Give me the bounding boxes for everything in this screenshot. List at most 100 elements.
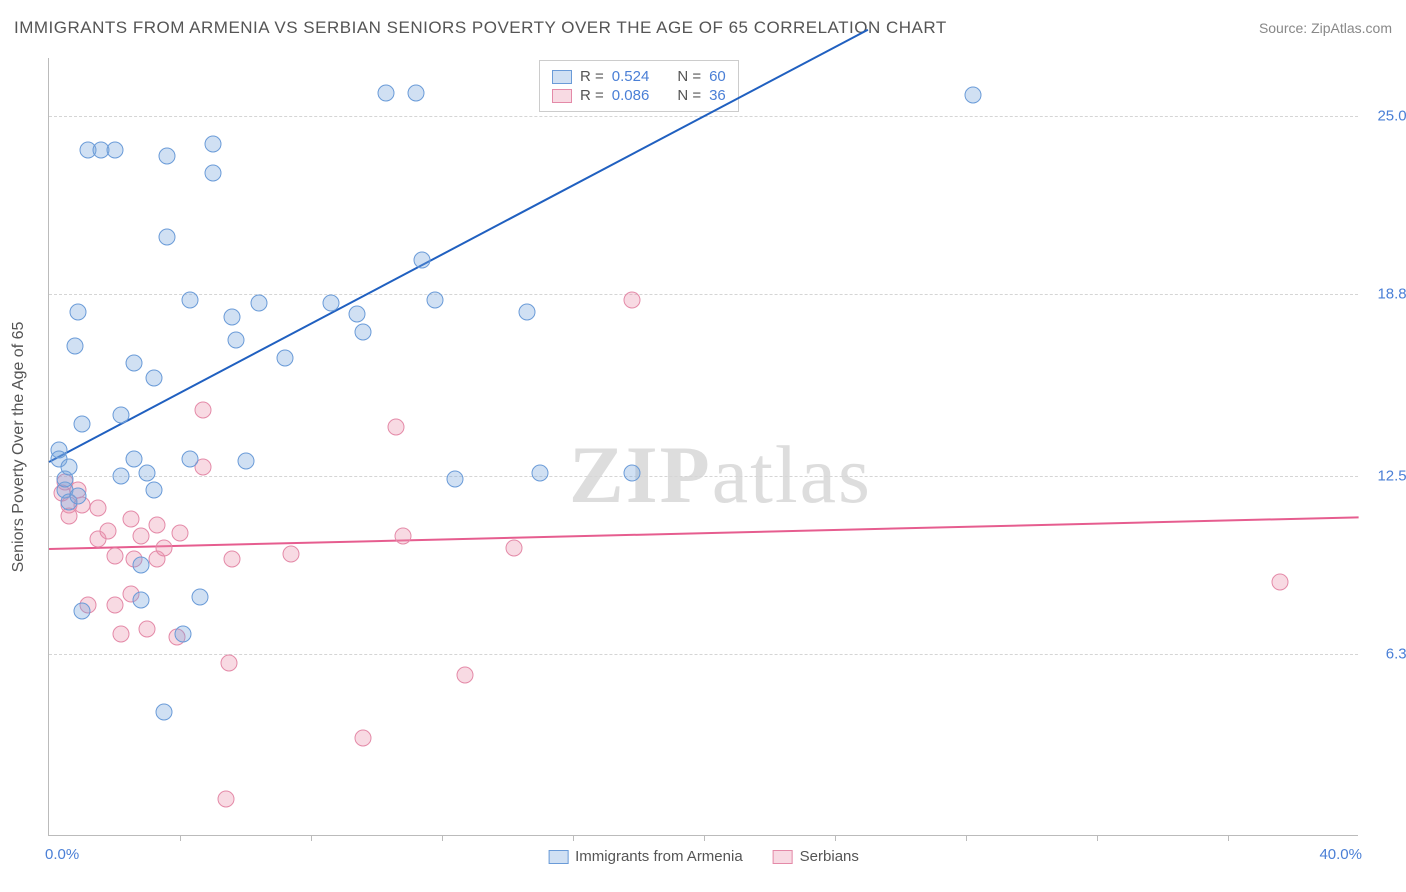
data-point <box>191 588 208 605</box>
data-point <box>348 306 365 323</box>
data-point <box>99 522 116 539</box>
data-point <box>113 467 130 484</box>
data-point <box>155 539 172 556</box>
y-tick-label: 6.3% <box>1365 646 1406 663</box>
r-label: R = <box>580 68 604 85</box>
data-point <box>139 464 156 481</box>
legend-swatch <box>552 70 572 84</box>
legend-swatch <box>773 850 793 864</box>
x-tick-mark <box>442 835 443 841</box>
data-point <box>414 251 431 268</box>
legend-swatch <box>552 89 572 103</box>
data-point <box>355 730 372 747</box>
x-tick-mark <box>1097 835 1098 841</box>
data-point <box>158 228 175 245</box>
n-value: 36 <box>709 87 726 104</box>
data-point <box>90 499 107 516</box>
data-point <box>126 355 143 372</box>
data-point <box>175 626 192 643</box>
trend-line <box>49 516 1359 550</box>
data-point <box>394 528 411 545</box>
legend-series-name: Serbians <box>800 848 859 865</box>
data-point <box>113 626 130 643</box>
data-point <box>73 415 90 432</box>
x-tick-mark <box>966 835 967 841</box>
data-point <box>322 294 339 311</box>
x-tick-mark <box>311 835 312 841</box>
r-value: 0.524 <box>612 68 650 85</box>
scatter-plot-area: Seniors Poverty Over the Age of 65 ZIPat… <box>48 58 1358 836</box>
source-label: Source: ZipAtlas.com <box>1259 20 1392 36</box>
x-axis-min-label: 0.0% <box>45 846 79 863</box>
data-point <box>532 464 549 481</box>
x-tick-mark <box>835 835 836 841</box>
legend-stats-row: R = 0.086N = 36 <box>552 87 726 104</box>
data-point <box>181 450 198 467</box>
data-point <box>224 309 241 326</box>
data-point <box>132 591 149 608</box>
data-point <box>250 294 267 311</box>
n-label: N = <box>677 68 701 85</box>
trend-line <box>49 29 869 463</box>
data-point <box>506 539 523 556</box>
data-point <box>378 84 395 101</box>
data-point <box>217 790 234 807</box>
legend-series-item: Serbians <box>773 848 859 865</box>
data-point <box>388 418 405 435</box>
data-point <box>283 545 300 562</box>
data-point <box>221 655 238 672</box>
data-point <box>204 165 221 182</box>
data-point <box>276 349 293 366</box>
legend-series-name: Immigrants from Armenia <box>575 848 743 865</box>
data-point <box>623 464 640 481</box>
n-label: N = <box>677 87 701 104</box>
data-point <box>132 528 149 545</box>
chart-title: IMMIGRANTS FROM ARMENIA VS SERBIAN SENIO… <box>14 18 947 38</box>
data-point <box>172 525 189 542</box>
y-tick-label: 18.8% <box>1365 286 1406 303</box>
data-point <box>447 470 464 487</box>
y-axis-title: Seniors Poverty Over the Age of 65 <box>10 321 28 572</box>
data-point <box>145 482 162 499</box>
data-point <box>519 303 536 320</box>
data-point <box>67 338 84 355</box>
n-value: 60 <box>709 68 726 85</box>
data-point <box>106 142 123 159</box>
r-label: R = <box>580 87 604 104</box>
data-point <box>964 87 981 104</box>
data-point <box>106 548 123 565</box>
y-tick-label: 25.0% <box>1365 107 1406 124</box>
x-tick-mark <box>1228 835 1229 841</box>
y-tick-label: 12.5% <box>1365 467 1406 484</box>
gridline-h <box>49 654 1358 655</box>
data-point <box>126 450 143 467</box>
data-point <box>70 487 87 504</box>
data-point <box>73 603 90 620</box>
data-point <box>132 557 149 574</box>
data-point <box>456 666 473 683</box>
data-point <box>106 597 123 614</box>
data-point <box>70 303 87 320</box>
data-point <box>427 292 444 309</box>
x-tick-mark <box>573 835 574 841</box>
x-tick-mark <box>704 835 705 841</box>
gridline-h <box>49 294 1358 295</box>
data-point <box>158 147 175 164</box>
data-point <box>113 407 130 424</box>
data-point <box>355 323 372 340</box>
data-point <box>224 551 241 568</box>
correlation-legend: R = 0.524 N = 60 R = 0.086N = 36 <box>539 60 739 112</box>
header-bar: IMMIGRANTS FROM ARMENIA VS SERBIAN SENIO… <box>14 18 1392 38</box>
data-point <box>237 453 254 470</box>
data-point <box>227 332 244 349</box>
data-point <box>204 136 221 153</box>
gridline-h <box>49 476 1358 477</box>
data-point <box>194 401 211 418</box>
data-point <box>623 292 640 309</box>
legend-swatch <box>548 850 568 864</box>
data-point <box>181 292 198 309</box>
legend-series-item: Immigrants from Armenia <box>548 848 743 865</box>
legend-stats-row: R = 0.524 N = 60 <box>552 68 726 85</box>
data-point <box>1272 574 1289 591</box>
x-axis-max-label: 40.0% <box>1319 846 1362 863</box>
